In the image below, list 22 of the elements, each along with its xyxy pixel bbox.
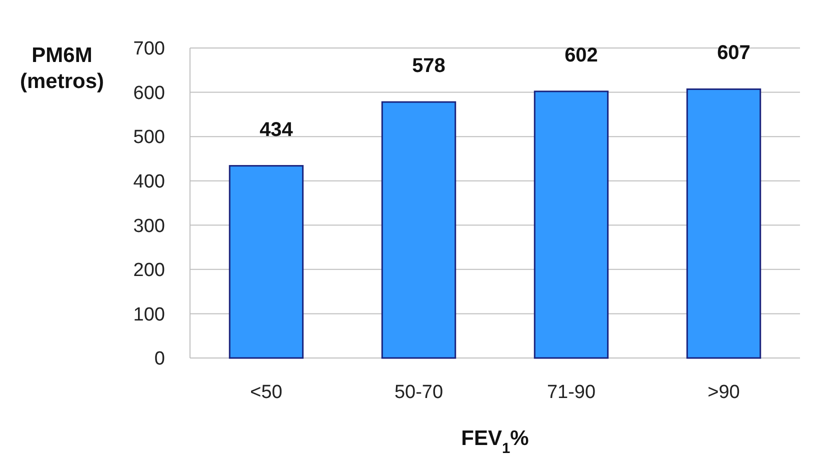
bar [228,165,304,359]
y-axis-title: PM6M (metros) [20,44,104,93]
x-tick-label: >90 [708,382,740,403]
data-label: 434 [260,118,294,141]
y-tick-label: 200 [133,260,165,282]
data-label: 607 [717,42,750,64]
data-label: 578 [412,55,446,78]
x-tick-label: 71-90 [546,382,596,403]
y-tick-label: 0 [154,348,165,370]
y-tick-label: 600 [133,82,165,104]
x-tick-label: <50 [250,382,282,403]
y-tick-label: 500 [133,127,165,148]
bar [686,88,762,359]
y-tick-label: 400 [133,172,165,193]
bar [534,90,609,359]
bar [381,101,456,359]
x-tick-label: 50-70 [394,382,444,403]
data-label: 602 [564,44,598,66]
x-axis-title: FEV$_{1}$% [461,427,530,457]
y-tick-label: 300 [133,216,165,237]
y-tick-label: 700 [133,38,165,60]
y-tick-label: 100 [133,304,165,326]
